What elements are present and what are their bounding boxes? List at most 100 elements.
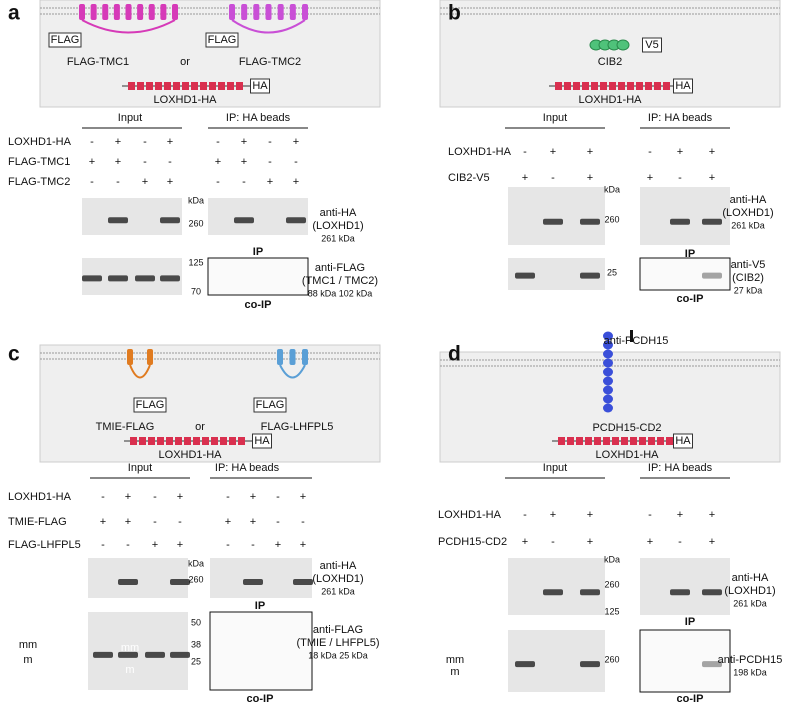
band (515, 272, 535, 279)
sign: + (647, 536, 653, 548)
sign: - (153, 516, 157, 528)
pcdh15 (603, 376, 613, 386)
schematic-label: LOXHD1-HA (154, 94, 218, 106)
sign: + (550, 509, 556, 521)
antibody-label: 261 kDa (321, 586, 355, 596)
blot-caption: co-IP (677, 293, 704, 305)
band (543, 218, 563, 225)
sign: + (241, 156, 247, 168)
tm-helix (127, 349, 133, 365)
sign: + (300, 491, 306, 503)
sign: - (242, 176, 246, 188)
marker-label: 70 (191, 286, 201, 296)
band (293, 579, 313, 585)
sign: + (677, 146, 683, 158)
band (702, 272, 722, 279)
pcdh15 (603, 385, 613, 395)
sign: + (709, 172, 715, 184)
row-label: FLAG-TMC2 (8, 176, 70, 188)
schematic-label: FLAG-TMC1 (67, 56, 129, 68)
group-header: Input (118, 112, 142, 124)
loxhd1-domain (636, 82, 643, 90)
pcdh15 (603, 367, 613, 377)
tm-helix (113, 4, 120, 20)
tm-helix (125, 4, 132, 20)
sign: + (587, 146, 593, 158)
loxhd1-domain (639, 437, 646, 445)
band (702, 218, 722, 225)
band (702, 661, 722, 668)
sign: - (226, 491, 230, 503)
antibody-label: 18 kDa 25 kDa (308, 650, 368, 660)
loxhd1-domain (618, 82, 625, 90)
band (160, 275, 180, 282)
sign: - (276, 491, 280, 503)
sign: + (250, 491, 256, 503)
marker-label: 50 (191, 617, 201, 627)
schematic-label: HA (252, 80, 268, 92)
antibody-label: (LOXHD1) (312, 220, 363, 232)
loxhd1-domain (594, 437, 601, 445)
band (108, 217, 128, 224)
schematic-label: FLAG-TMC2 (239, 56, 301, 68)
loxhd1-domain (585, 437, 592, 445)
band-label: mm (446, 654, 464, 666)
loxhd1-domain (173, 82, 180, 90)
sign: + (142, 176, 148, 188)
schematic-label: LOXHD1-HA (596, 449, 660, 461)
tag-box (133, 397, 167, 413)
group-header: Input (543, 462, 567, 474)
sign: + (100, 516, 106, 528)
band (702, 589, 722, 596)
sign: + (293, 176, 299, 188)
antibody-label: (LOXHD1) (722, 207, 773, 219)
sign: - (523, 509, 527, 521)
antibody-label: anti-HA (732, 572, 769, 584)
antibody-label: anti-HA (730, 194, 767, 206)
panel: c FLAG TMIE-FLAG or FLAG FLAG-LHFPL5 LOXHD1-HA… (8, 343, 381, 705)
schematic-label: FLAG-LHFPL5 (261, 421, 334, 433)
band (580, 661, 600, 668)
blot-caption: IP (685, 616, 695, 628)
sign: + (241, 136, 247, 148)
sign: + (709, 536, 715, 548)
pcdh15 (603, 340, 613, 350)
group-header: IP: HA beads (648, 112, 713, 124)
schematic-label: FLAG (136, 399, 165, 411)
marker-label: 125 (604, 606, 619, 616)
tag-box (48, 32, 82, 48)
band (243, 579, 263, 585)
sign: + (709, 146, 715, 158)
loxhd1-domain (666, 437, 673, 445)
band-label: mm (121, 642, 139, 654)
tag-box (673, 433, 693, 449)
sign: + (89, 156, 95, 168)
loxhd1-domain (663, 82, 670, 90)
sign: + (677, 509, 683, 521)
sign: + (115, 156, 121, 168)
panel: d anti-PCDH15 PCDH15-CD2 LOXHD1-HA HA Input IP… (438, 330, 782, 705)
loxhd1-domain (148, 437, 155, 445)
antibody-label: 198 kDa (733, 667, 767, 677)
sign: - (168, 156, 172, 168)
tm-helix (79, 4, 85, 20)
antibody-label: 261 kDa (733, 598, 767, 608)
sign: - (268, 156, 272, 168)
loxhd1-domain (558, 437, 565, 445)
antibody-label: anti-V5 (731, 259, 766, 271)
tm-helix (241, 4, 248, 20)
group-header: IP: HA beads (648, 462, 713, 474)
sign: + (550, 146, 556, 158)
marker-label: 260 (604, 579, 619, 589)
band (93, 651, 113, 658)
loxhd1-domain (603, 437, 610, 445)
blot (640, 187, 730, 245)
group-header: IP: HA beads (215, 462, 280, 474)
sign: - (101, 539, 105, 551)
tag-box (250, 78, 270, 94)
loxhd1-domain (182, 82, 189, 90)
row-label: LOXHD1-HA (448, 146, 512, 158)
row-label: CIB2-V5 (448, 172, 490, 184)
sign: + (647, 172, 653, 184)
